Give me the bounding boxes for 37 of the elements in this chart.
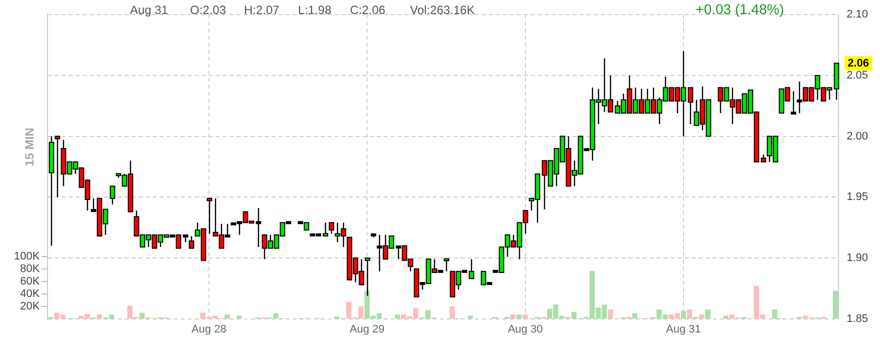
y2-tick-label: 40K — [20, 288, 40, 300]
x-tick-label: Aug 29 — [350, 323, 385, 336]
bar — [705, 309, 710, 319]
annotation: L:1.98 — [298, 3, 332, 17]
bar — [522, 314, 528, 319]
bar — [236, 316, 242, 319]
annotation: H:2.07 — [244, 3, 280, 17]
bar — [832, 290, 838, 319]
annotation: C:2.06 — [350, 3, 386, 17]
y-tick-label: 2.05 — [846, 69, 868, 82]
bar — [699, 314, 704, 319]
y2-tick-label: 20K — [20, 300, 40, 312]
y2-tick-label: 80K — [20, 263, 40, 276]
x-tick-label: Aug 31 — [666, 323, 701, 336]
annotation: Aug 31 — [130, 3, 168, 17]
bar — [450, 306, 455, 319]
y2-tick-label: 60K — [20, 276, 40, 288]
bar — [680, 310, 686, 319]
bar — [468, 316, 474, 319]
text: 15 MIN — [22, 128, 36, 166]
text: 2.06 — [848, 57, 870, 70]
y-tick-label: 2.10 — [846, 8, 868, 21]
bar — [723, 316, 729, 319]
annotation: Vol:263.16K — [410, 3, 475, 17]
y-tick-label: 1.90 — [846, 252, 868, 264]
bar — [686, 309, 692, 319]
x-tick-label: Aug 28 — [191, 323, 226, 336]
x-tick-label: Aug 30 — [508, 323, 543, 336]
y-tick-label: 1.85 — [846, 312, 868, 325]
bar — [608, 309, 614, 319]
annotation: O:2.03 — [190, 3, 226, 17]
y-tick-label: 1.95 — [846, 191, 868, 204]
annotation: +0.03 (1.48%) — [696, 1, 784, 17]
y2-tick-label: 100K — [14, 250, 40, 263]
y-tick-label: 2.00 — [846, 130, 868, 142]
bar — [632, 313, 638, 319]
bar — [516, 314, 522, 319]
